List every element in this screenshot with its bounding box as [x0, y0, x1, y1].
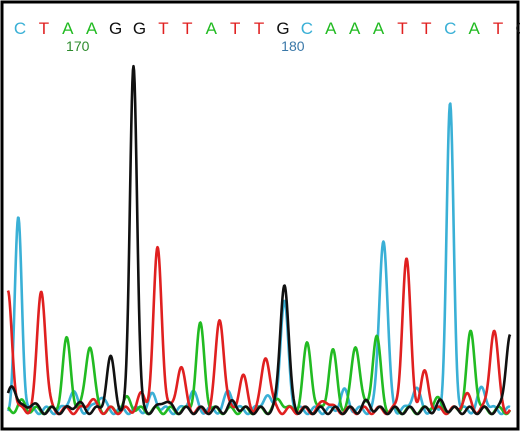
trace-group [6, 64, 512, 416]
base-call-letter: A [349, 19, 361, 38]
base-call-letter: C [301, 19, 313, 38]
base-call-letter: T [158, 19, 168, 38]
base-call-letter: G [276, 19, 289, 38]
position-labels: 170 180 [66, 38, 305, 54]
base-call-letter: G [109, 19, 122, 38]
trace-t [6, 245, 512, 416]
base-call-letter: A [325, 19, 337, 38]
base-call-letter: C [14, 19, 26, 38]
base-call-letter: T [182, 19, 192, 38]
base-call-letter: T [421, 19, 431, 38]
trace-g [6, 64, 512, 416]
base-call-letter: T [397, 19, 407, 38]
base-call-letter: T [493, 19, 503, 38]
position-label: 170 [66, 38, 90, 54]
position-label: 180 [281, 38, 305, 54]
base-call-row: CTAAGGTTATTGCAAATTCATG [14, 19, 520, 38]
base-call-letter: A [86, 19, 98, 38]
base-call-letter: G [515, 19, 520, 38]
base-call-letter: A [62, 19, 74, 38]
base-call-letter: T [254, 19, 264, 38]
base-call-letter: A [206, 19, 218, 38]
base-call-letter: C [444, 19, 456, 38]
base-call-letter: G [133, 19, 146, 38]
base-call-letter: A [373, 19, 385, 38]
base-call-letter: T [39, 19, 49, 38]
base-call-letter: A [469, 19, 481, 38]
base-call-letter: T [230, 19, 240, 38]
